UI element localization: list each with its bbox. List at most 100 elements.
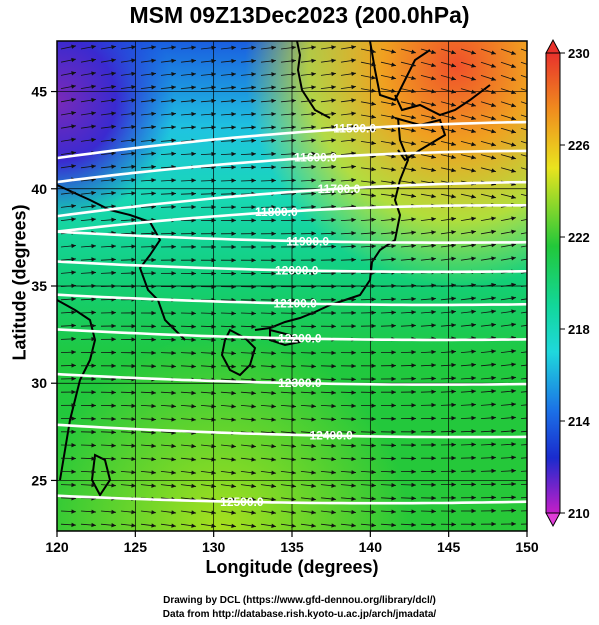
wind-vector-head: [231, 72, 236, 77]
wind-vector-head: [291, 111, 296, 117]
contour-line-11800.0: [57, 204, 527, 233]
wind-vector-head: [91, 58, 96, 63]
wind-vector-head: [471, 322, 476, 328]
wind-vector-head: [91, 270, 96, 275]
wind-vector-head: [331, 483, 336, 488]
wind-vector-head: [431, 442, 436, 448]
wind-vector-head: [471, 482, 476, 487]
wind-vector-head: [411, 217, 416, 222]
wind-vector-head: [411, 62, 416, 67]
wind-vector-head: [171, 244, 176, 249]
wind-vector-shaft: [381, 537, 396, 538]
wind-vector-head: [171, 470, 176, 475]
wind-vector-head: [351, 257, 356, 262]
wind-vector-head: [391, 154, 396, 159]
wind-vector-head: [151, 111, 156, 117]
wind-vector-head: [411, 496, 416, 501]
wind-vector-head: [311, 297, 316, 303]
wind-vector-head: [431, 429, 436, 434]
wind-vector-head: [231, 165, 236, 170]
wind-vector-head: [511, 129, 516, 134]
wind-vector-head: [531, 429, 536, 433]
y-axis: 25 30 35 40 45: [31, 84, 57, 488]
wind-vector-head: [451, 455, 456, 461]
wind-vector-head: [271, 218, 276, 223]
wind-vector-head: [511, 229, 516, 234]
wind-vector-head: [291, 470, 296, 475]
wind-vector-head: [91, 456, 96, 461]
wind-vector-head: [171, 443, 176, 449]
wind-vector-head: [451, 402, 456, 408]
wind-vector-head: [171, 98, 176, 103]
wind-vector-head: [211, 351, 216, 356]
wind-vector-head: [91, 509, 96, 514]
wind-vector-head: [511, 428, 516, 434]
wind-vector-head: [311, 457, 316, 462]
wind-vector-head: [111, 430, 116, 435]
wind-vector-head: [531, 143, 536, 147]
wind-vector-shaft: [520, 61, 527, 65]
wind-vector-head: [411, 429, 416, 435]
wind-vector-head: [111, 536, 116, 540]
wind-vector-head: [271, 311, 276, 316]
wind-vector-head: [191, 244, 196, 250]
wind-vector-head: [531, 309, 536, 313]
wind-vector-head: [151, 151, 156, 156]
wind-vector-head: [171, 85, 176, 90]
wind-vector-head: [291, 244, 296, 250]
wind-vector-head: [271, 72, 276, 77]
wind-vector-head: [151, 403, 156, 409]
wind-vector-head: [391, 363, 396, 368]
wind-vector-head: [411, 49, 416, 54]
wind-vector-head: [271, 231, 276, 236]
wind-vector-head: [511, 415, 516, 420]
wind-vector-shaft: [520, 48, 527, 52]
credit-drawing: Drawing by DCL (https://www.gfd-dennou.o…: [163, 595, 436, 606]
wind-vector-head: [211, 443, 216, 449]
wind-vector-head: [331, 231, 336, 236]
wind-vector-head: [271, 125, 276, 130]
wind-vector-head: [371, 403, 376, 408]
wind-vector-head: [151, 271, 156, 276]
wind-vector-head: [431, 536, 436, 540]
wind-vector-head: [491, 468, 496, 474]
wind-vector-head: [531, 256, 536, 260]
wind-vector-head: [251, 271, 256, 276]
wind-vector-head: [271, 204, 276, 210]
wind-vector-head: [351, 231, 356, 236]
wind-vector-head: [331, 244, 336, 249]
wind-vector-head: [411, 469, 416, 474]
wind-vector-shaft: [520, 510, 527, 512]
wind-vector-head: [111, 310, 116, 315]
wind-vector-head: [311, 244, 316, 249]
wind-vector-head: [311, 58, 316, 64]
wind-vector-head: [511, 508, 516, 513]
wind-vector-head: [471, 115, 476, 121]
x-axis-label: Longitude (degrees): [205, 557, 379, 577]
wind-vector-head: [251, 165, 256, 170]
wind-vector-head: [411, 310, 416, 315]
wind-vector-head: [451, 482, 456, 487]
wind-vector-head: [511, 168, 516, 173]
contour-label: 12500.0: [220, 495, 264, 509]
wind-vector-head: [371, 114, 376, 119]
wind-vector-head: [431, 167, 436, 173]
wind-vector-head: [411, 442, 416, 448]
wind-vector-shaft: [520, 271, 527, 274]
wind-vector-head: [91, 363, 96, 368]
wind-vector-head: [131, 456, 136, 462]
contour-line-12200.0: [57, 328, 527, 342]
wind-vector-head: [351, 58, 356, 63]
wind-vector-head: [251, 483, 256, 489]
wind-vector-head: [231, 483, 236, 489]
wind-vector-head: [471, 102, 476, 107]
wind-vector-head: [131, 71, 136, 77]
wind-vector-head: [131, 217, 136, 223]
wind-vector-head: [391, 243, 396, 249]
wind-vector-head: [91, 97, 96, 103]
wind-vector-shaft: [520, 205, 527, 208]
wind-vector-head: [111, 164, 116, 169]
wind-vector-head: [451, 349, 456, 354]
wind-vector-head: [91, 429, 96, 435]
